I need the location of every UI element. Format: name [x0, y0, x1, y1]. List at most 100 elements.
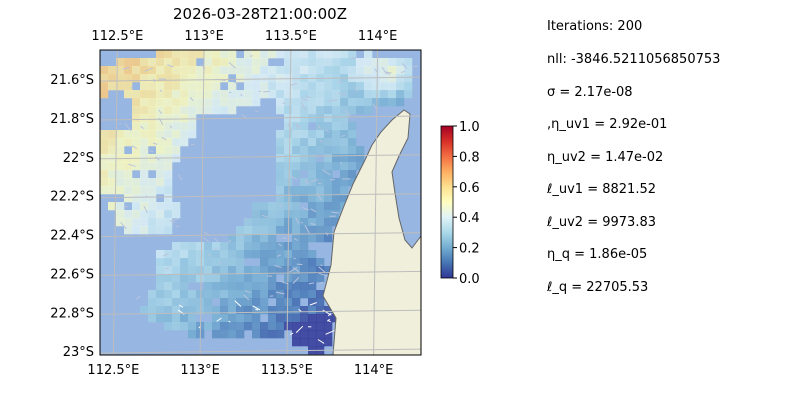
- heatmap-cell: [252, 250, 261, 259]
- heatmap-cell: [196, 250, 205, 259]
- heatmap-cell: [212, 282, 221, 291]
- heatmap-cell: [396, 66, 405, 75]
- colorbar-tick-label: 0.0: [459, 272, 480, 287]
- heatmap-cell: [108, 74, 117, 83]
- heatmap-cell: [316, 50, 325, 59]
- heatmap-cell: [196, 266, 205, 275]
- heatmap-cell: [300, 194, 309, 203]
- heatmap-cell: [172, 298, 181, 307]
- vector-arrow: [277, 254, 281, 257]
- heatmap-cell: [308, 194, 317, 203]
- heatmap-cell: [284, 122, 293, 131]
- heatmap-cell: [228, 106, 237, 115]
- heatmap-cell: [132, 58, 141, 67]
- heatmap-cell: [236, 274, 245, 283]
- heatmap-cell: [316, 138, 325, 147]
- heatmap-cell: [228, 322, 237, 331]
- heatmap-cell: [308, 290, 317, 299]
- heatmap-cell: [228, 90, 237, 99]
- vector-arrow: [214, 237, 219, 242]
- heatmap-cell: [108, 130, 117, 139]
- heatmap-cell: [172, 66, 181, 75]
- heatmap-cell: [276, 186, 285, 195]
- heatmap-cell: [244, 98, 253, 107]
- heatmap-cell: [404, 82, 413, 91]
- heatmap-cell: [340, 162, 349, 171]
- heatmap-cell: [172, 50, 181, 59]
- heatmap-cell: [180, 274, 189, 283]
- vector-arrow: [309, 179, 318, 183]
- heatmap-cell: [300, 122, 309, 131]
- map-frame: [99, 49, 422, 356]
- heatmap-cell: [284, 170, 293, 179]
- heatmap-cell: [276, 210, 285, 219]
- heatmap-cell: [276, 98, 285, 107]
- heatmap-cell: [332, 210, 341, 219]
- heatmap-cell: [276, 178, 285, 187]
- heatmap-cell: [108, 146, 117, 155]
- vector-arrow: [293, 238, 298, 241]
- heatmap-cell: [108, 178, 117, 187]
- vector-arrow: [293, 257, 296, 260]
- heatmap-cell: [180, 298, 189, 307]
- heatmap-cell: [260, 50, 269, 59]
- vector-arrow: [213, 247, 218, 250]
- heatmap-cell: [172, 290, 181, 299]
- vector-arrow: [280, 280, 288, 285]
- vector-arrow: [275, 291, 285, 295]
- heatmap-cell: [292, 122, 301, 131]
- heatmap-cell: [188, 66, 197, 75]
- vector-arrow: [178, 304, 184, 308]
- heatmap-cell: [228, 58, 237, 67]
- heatmap-cell: [140, 186, 149, 195]
- heatmap-cell: [108, 186, 117, 195]
- heatmap-cell: [172, 210, 181, 219]
- heatmap-cell: [252, 314, 261, 323]
- heatmap-cell: [204, 250, 213, 259]
- heatmap-cell: [324, 330, 333, 339]
- heatmap-cell: [124, 90, 133, 99]
- heatmap-cell: [340, 50, 349, 59]
- heatmap-cell: [172, 74, 181, 83]
- heatmap-cell: [300, 90, 309, 99]
- heatmap-cell: [164, 202, 173, 211]
- heatmap-cell: [228, 250, 237, 259]
- heatmap-cell: [188, 98, 197, 107]
- vector-arrow: [249, 55, 253, 57]
- vector-arrow: [325, 329, 335, 335]
- heatmap-cell: [220, 250, 229, 259]
- heatmap-cell: [260, 202, 269, 211]
- vector-arrow: [318, 182, 322, 185]
- heatmap-cell: [124, 218, 133, 227]
- heatmap-cell: [300, 114, 309, 123]
- heatmap-cell: [244, 266, 253, 275]
- heatmap-cell: [148, 290, 157, 299]
- heatmap-cell: [196, 66, 205, 75]
- vector-arrow: [318, 272, 328, 277]
- heatmap-cell: [292, 322, 301, 331]
- heatmap-cell: [356, 146, 365, 155]
- heatmap-cell: [388, 66, 397, 75]
- heatmap-cell: [308, 146, 317, 155]
- heatmap-cell: [180, 114, 189, 123]
- heatmap-cell: [268, 50, 277, 59]
- vector-arrow: [354, 86, 358, 93]
- heatmap-cell: [244, 234, 253, 243]
- heatmap-cell: [316, 210, 325, 219]
- vector-arrow: [164, 267, 169, 270]
- vector-arrow: [290, 332, 294, 336]
- heatmap-cell: [348, 106, 357, 115]
- heatmap-cell: [252, 82, 261, 91]
- heatmap-cell: [308, 314, 317, 323]
- vector-arrow: [339, 161, 342, 165]
- vector-arrow: [295, 325, 304, 333]
- heatmap-cell: [124, 130, 133, 139]
- vector-arrow: [296, 123, 302, 129]
- heatmap-cell: [180, 106, 189, 115]
- x-tick-label: 112.5°E: [91, 29, 143, 44]
- heatmap-cell: [140, 114, 149, 123]
- x-tick-label: 113°E: [180, 363, 220, 378]
- heatmap-cell: [220, 266, 229, 275]
- heatmap-cell: [244, 66, 253, 75]
- heatmap-cell: [140, 130, 149, 139]
